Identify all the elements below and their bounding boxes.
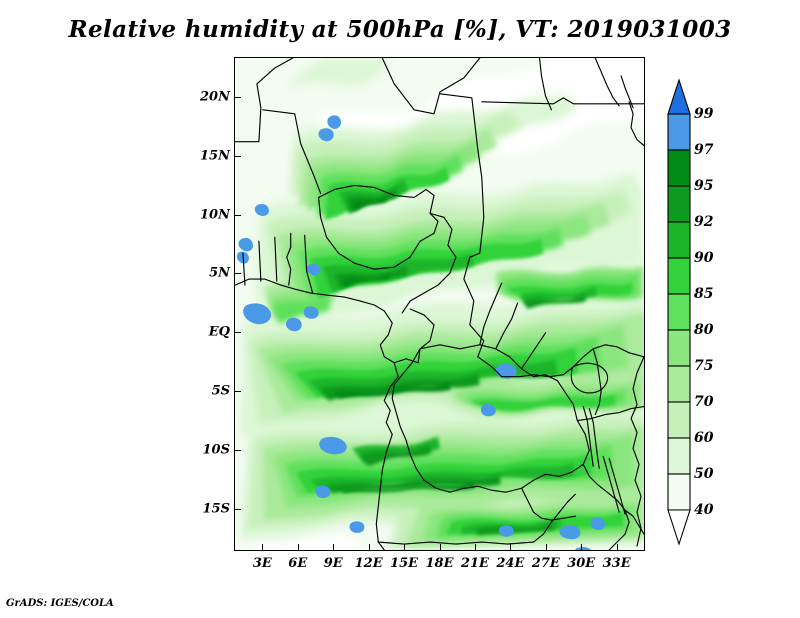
longitude-label-30E: 30E	[567, 556, 596, 571]
colorbar-band	[667, 329, 691, 367]
longitude-tick	[333, 544, 335, 551]
longitude-tick	[368, 544, 370, 551]
latitude-label-10N: 10N	[200, 207, 230, 223]
colorbar-label-50: 50	[694, 466, 714, 482]
colorbar-label-70: 70	[694, 394, 714, 410]
colorbar-band	[667, 437, 691, 475]
latitude-label-5S: 5S	[211, 383, 230, 399]
latitude-label-20N: 20N	[200, 89, 230, 105]
longitude-tick	[439, 544, 441, 551]
latitude-label-15S: 15S	[202, 501, 230, 517]
longitude-label-21E: 21E	[460, 556, 489, 571]
latitude-tick	[234, 449, 241, 451]
colorbar-band	[667, 185, 691, 223]
longitude-label-18E: 18E	[425, 556, 454, 571]
colorbar-swatches	[667, 78, 691, 546]
longitude-tick	[404, 544, 406, 551]
longitude-label-15E: 15E	[390, 556, 419, 571]
latitude-tick	[234, 155, 241, 157]
colorbar-label-90: 90	[694, 250, 714, 266]
humidity-field	[235, 58, 644, 550]
colorbar-band	[667, 257, 691, 295]
latitude-tick	[234, 508, 241, 510]
longitude-tick	[545, 544, 547, 551]
longitude-axis: 3E 6E 9E 12E 15E 18E 21E 24E 27E 30E 33E	[234, 556, 645, 578]
latitude-tick	[234, 96, 241, 98]
colorbar-band	[667, 149, 691, 187]
colorbar-label-40: 40	[694, 502, 714, 518]
map-plot-area[interactable]	[234, 57, 645, 551]
longitude-label-27E: 27E	[531, 556, 560, 571]
colorbar-band	[667, 365, 691, 403]
country-borders	[235, 58, 644, 550]
latitude-label-EQ: EQ	[208, 324, 230, 340]
longitude-label-6E: 6E	[288, 556, 308, 571]
colorbar-label-92: 92	[694, 214, 714, 230]
longitude-label-33E: 33E	[602, 556, 631, 571]
latitude-label-15N: 15N	[200, 148, 230, 164]
longitude-label-9E: 9E	[323, 556, 343, 571]
longitude-tick	[474, 544, 476, 551]
colorbar-band	[667, 401, 691, 439]
longitude-tick	[510, 544, 512, 551]
colorbar-label-60: 60	[694, 430, 714, 446]
latitude-axis: 20N 15N 10N 5N EQ 5S 10S 15S	[190, 57, 230, 551]
colorbar-label-80: 80	[694, 322, 714, 338]
page-title: Relative humidity at 500hPa [%], VT: 201…	[68, 16, 732, 43]
latitude-label-10S: 10S	[202, 442, 230, 458]
longitude-tick	[616, 544, 618, 551]
colorbar-band	[667, 473, 691, 511]
latitude-tick	[234, 332, 241, 334]
latitude-label-5N: 5N	[209, 265, 230, 281]
longitude-label-3E: 3E	[252, 556, 272, 571]
colorbar-label-85: 85	[694, 286, 714, 302]
longitude-tick	[581, 544, 583, 551]
credit-text: GrADS: IGES/COLA	[6, 598, 114, 609]
longitude-label-24E: 24E	[496, 556, 525, 571]
colorbar-max-arrow	[667, 78, 691, 115]
latitude-tick	[234, 391, 241, 393]
colorbar-label-99: 99	[694, 106, 714, 122]
colorbar-band	[667, 113, 691, 151]
latitude-tick	[234, 273, 241, 275]
colorbar-min-arrow	[667, 509, 691, 546]
longitude-tick	[262, 544, 264, 551]
colorbar-label-97: 97	[694, 142, 714, 158]
colorbar[interactable]: 99 97 95 92 90 85 80 75 70 60 50 40	[660, 72, 780, 552]
colorbar-label-75: 75	[694, 358, 714, 374]
colorbar-label-95: 95	[694, 178, 714, 194]
colorbar-band	[667, 293, 691, 331]
colorbar-band	[667, 221, 691, 259]
longitude-label-12E: 12E	[354, 556, 383, 571]
longitude-tick	[297, 544, 299, 551]
latitude-tick	[234, 214, 241, 216]
high-humidity-patches	[236, 115, 606, 550]
